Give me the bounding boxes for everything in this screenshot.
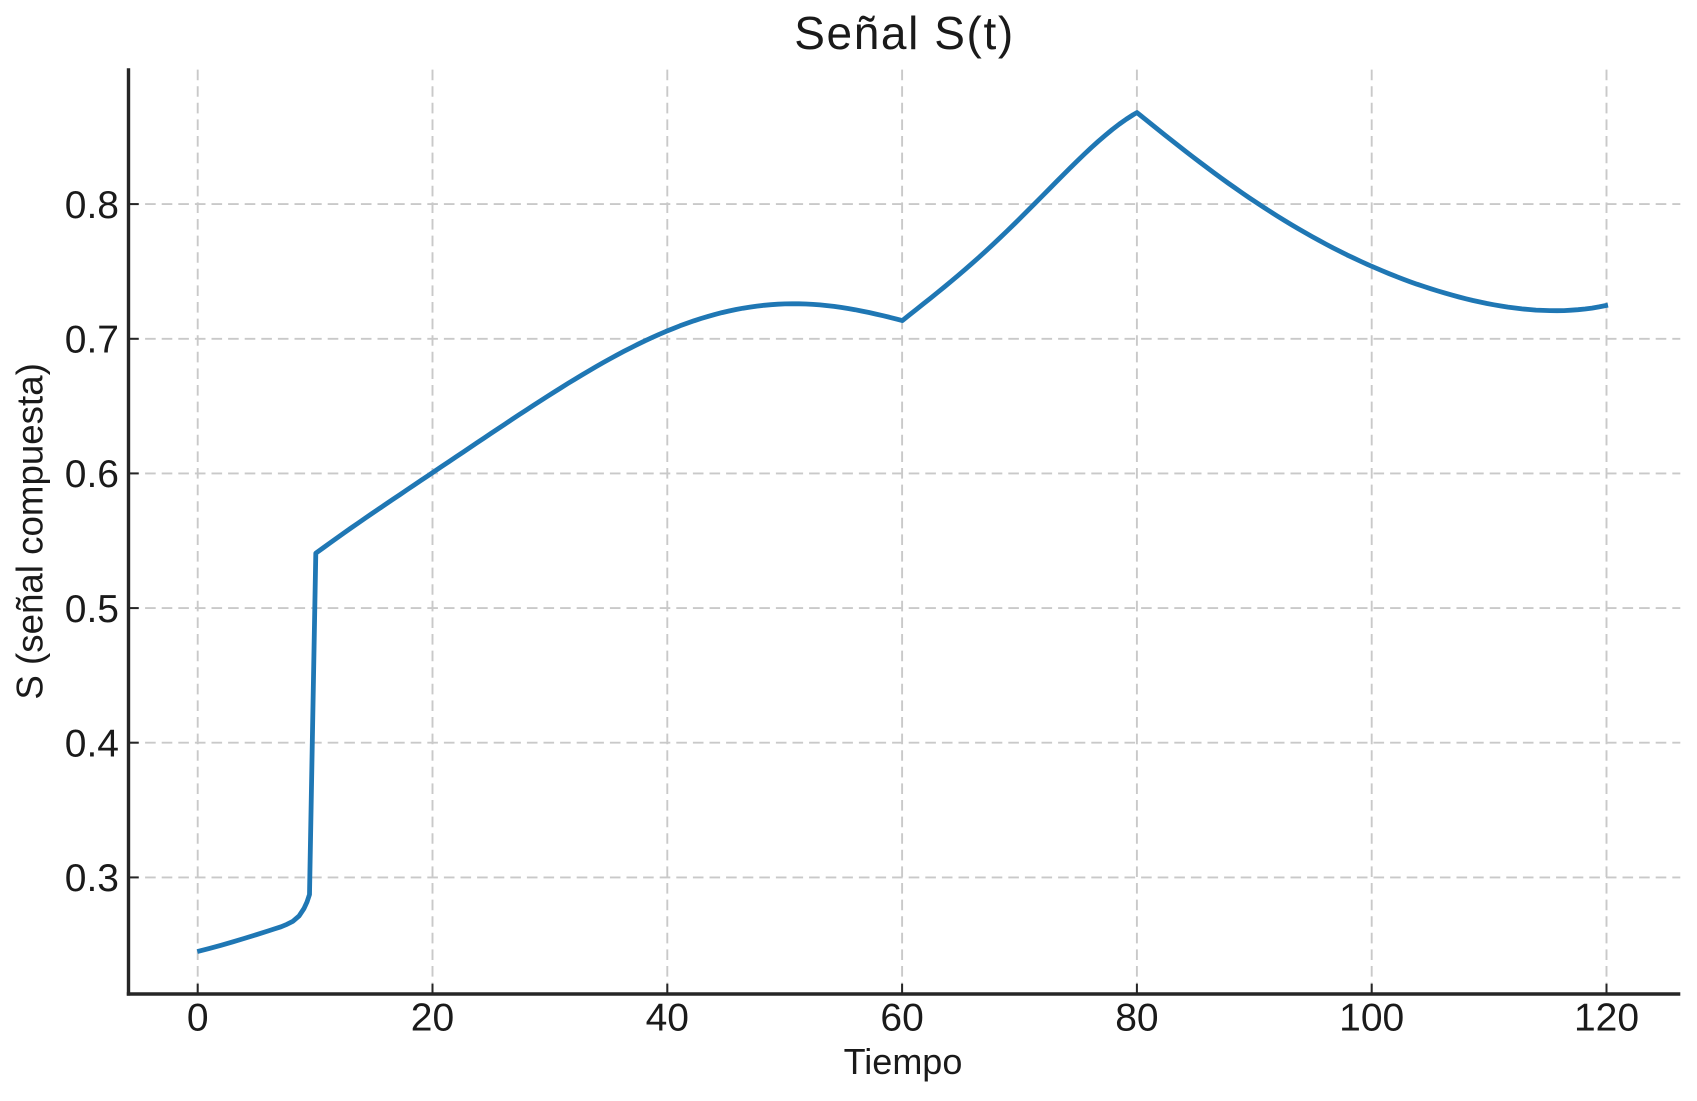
- svg-text:100: 100: [1339, 997, 1404, 1040]
- svg-text:0.8: 0.8: [65, 184, 119, 227]
- svg-text:Señal S(t): Señal S(t): [794, 7, 1015, 59]
- svg-text:0: 0: [187, 997, 209, 1040]
- svg-text:80: 80: [1115, 997, 1158, 1040]
- svg-text:Tiempo: Tiempo: [844, 1041, 963, 1082]
- svg-text:40: 40: [646, 997, 689, 1040]
- svg-text:120: 120: [1574, 997, 1639, 1040]
- svg-text:0.4: 0.4: [65, 723, 119, 766]
- svg-text:20: 20: [411, 997, 454, 1040]
- svg-text:0.7: 0.7: [65, 319, 119, 362]
- svg-text:60: 60: [880, 997, 923, 1040]
- svg-text:S (señal compuesta): S (señal compuesta): [10, 363, 51, 699]
- svg-text:0.5: 0.5: [65, 588, 119, 631]
- svg-text:0.3: 0.3: [65, 857, 119, 900]
- svg-text:0.6: 0.6: [65, 453, 119, 496]
